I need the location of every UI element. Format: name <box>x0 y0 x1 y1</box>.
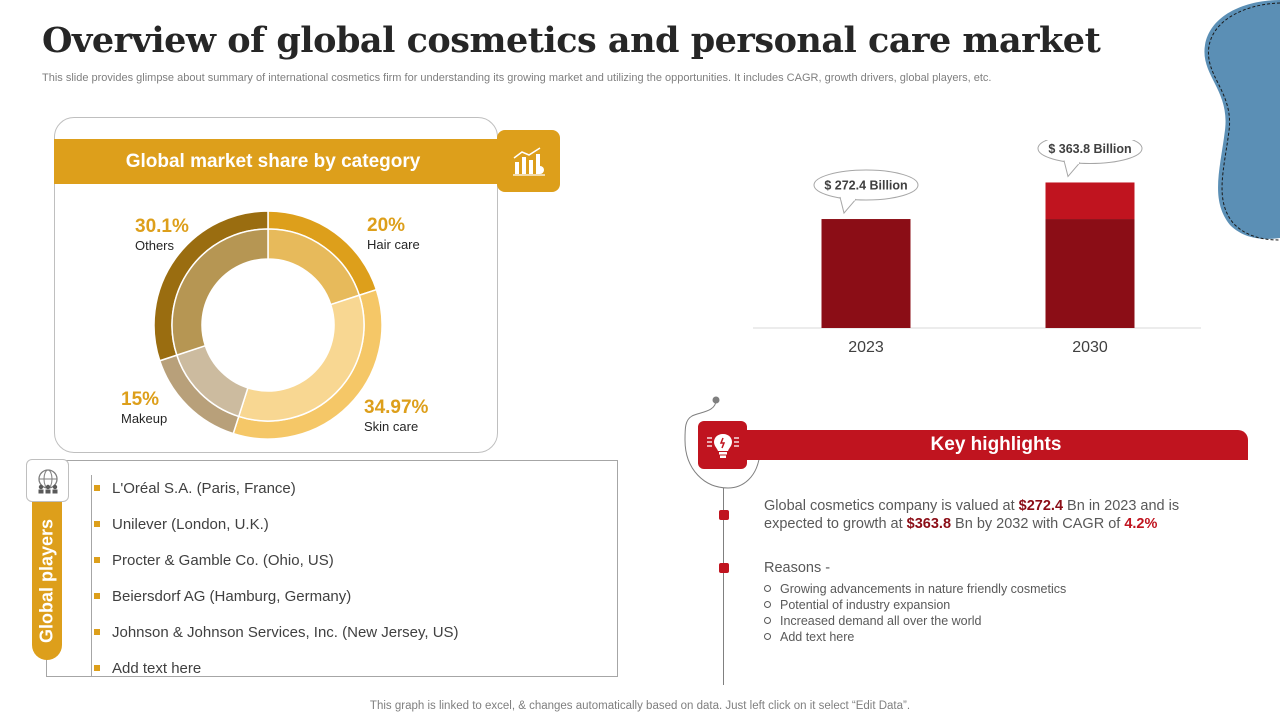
reason-item: Growing advancements in nature friendly … <box>764 581 1066 597</box>
lightbulb-icon <box>698 421 747 469</box>
bar-2030 <box>1045 219 1135 328</box>
donut-slice-inner-others <box>171 228 269 357</box>
circle-bullet-icon <box>764 601 771 608</box>
timeline-marker <box>719 563 729 573</box>
segment-label-makeup: 15% Makeup <box>121 389 167 426</box>
bullet-icon <box>94 665 100 671</box>
callout-tail-mask <box>1064 160 1080 165</box>
segment-value: 34.97% <box>364 397 429 418</box>
footer-note: This graph is linked to excel, & changes… <box>369 700 911 712</box>
valuation-text: Global cosmetics company is valued at $2… <box>764 497 1204 533</box>
player-item: Add text here <box>94 658 201 678</box>
player-item: Beiersdorf AG (Hamburg, Germany) <box>94 586 351 606</box>
value-2023: $272.4 <box>1018 498 1064 514</box>
callout-tail <box>1063 160 1081 178</box>
globe-people-icon <box>26 459 69 502</box>
bullet-icon <box>94 521 100 527</box>
reason-text: Increased demand all over the world <box>780 614 982 628</box>
global-players-tab: Global players <box>32 480 62 660</box>
player-item: Unilever (London, U.K.) <box>94 514 269 534</box>
player-item: L'Oréal S.A. (Paris, France) <box>94 478 296 498</box>
player-name: Procter & Gamble Co. (Ohio, US) <box>112 551 334 569</box>
player-name: L'Oréal S.A. (Paris, France) <box>112 479 296 497</box>
bullet-icon <box>94 629 100 635</box>
segment-label-hair-care: 20% Hair care <box>367 215 420 252</box>
reason-text: Add text here <box>780 630 855 644</box>
market-share-donut-chart <box>154 211 382 439</box>
reason-text: Potential of industry expansion <box>780 598 951 612</box>
reasons-list: Growing advancements in nature friendly … <box>764 581 1066 645</box>
reason-item: Add text here <box>764 629 1066 645</box>
segment-value: 20% <box>367 215 406 236</box>
reasons-label: Reasons - <box>764 560 831 576</box>
bullet-icon <box>94 485 100 491</box>
callout-tail-mask <box>840 197 856 201</box>
segment-name: Hair care <box>367 237 420 252</box>
player-name: Beiersdorf AG (Hamburg, Germany) <box>112 587 352 605</box>
segment-value: 30.1% <box>135 216 189 237</box>
bar-chart-growth-icon <box>497 130 560 192</box>
callout-bubble <box>1037 140 1143 164</box>
player-name: Add text here <box>112 659 202 677</box>
data-label: $ 272.4 Billion <box>824 179 907 193</box>
player-item: Johnson & Johnson Services, Inc. (New Je… <box>94 622 459 642</box>
circle-bullet-icon <box>764 617 771 624</box>
callout-bubble <box>813 169 919 201</box>
reason-item: Increased demand all over the world <box>764 613 1066 629</box>
bullet-icon <box>94 593 100 599</box>
text-part: Bn in 2023 and is expected to growth at <box>764 498 1180 532</box>
segment-name: Others <box>135 238 175 253</box>
circle-bullet-icon <box>764 585 771 592</box>
reason-item: Potential of industry expansion <box>764 597 1066 613</box>
players-divider-line <box>91 475 92 677</box>
timeline-marker <box>719 510 729 520</box>
market-value-bar-chart: 2023 $ 272.4 Billion 2030 $ 363.8 Billion <box>753 140 1201 356</box>
circle-bullet-icon <box>764 633 771 640</box>
player-item: Procter & Gamble Co. (Ohio, US) <box>94 550 334 570</box>
x-tick-label: 2030 <box>1072 339 1108 356</box>
bar-2023 <box>821 219 911 328</box>
player-name: Unilever (London, U.K.) <box>112 515 269 533</box>
segment-name: Makeup <box>121 411 168 426</box>
text-part: Bn by 2032 with CAGR of <box>951 516 1125 532</box>
segment-label-others: 30.1% Others <box>135 216 189 253</box>
key-highlights-heading: Key highlights <box>744 430 1248 460</box>
market-share-heading: Global market share by category <box>54 139 504 184</box>
segment-value: 15% <box>121 389 160 410</box>
reason-text: Growing advancements in nature friendly … <box>780 582 1067 596</box>
bullet-icon <box>94 557 100 563</box>
data-label: $ 363.8 Billion <box>1048 142 1131 156</box>
bar-growth-2030 <box>1045 182 1135 220</box>
highlights-timeline-line <box>723 488 724 685</box>
page-title: Overview of global cosmetics and persona… <box>42 20 1101 61</box>
x-tick-label: 2023 <box>848 339 884 356</box>
player-name: Johnson & Johnson Services, Inc. (New Je… <box>112 623 459 641</box>
segment-name: Skin care <box>364 419 419 434</box>
segment-label-skin-care: 34.97% Skin care <box>364 397 428 434</box>
value-2032: $363.8 <box>906 516 952 532</box>
text-part: Global cosmetics company is valued at <box>764 498 1019 514</box>
cagr-value: 4.2% <box>1124 516 1158 532</box>
page-subtitle: This slide provides glimpse about summar… <box>42 72 992 84</box>
callout-tail <box>839 196 857 215</box>
global-players-heading: Global players <box>36 518 57 643</box>
decorative-blob <box>1204 0 1280 241</box>
